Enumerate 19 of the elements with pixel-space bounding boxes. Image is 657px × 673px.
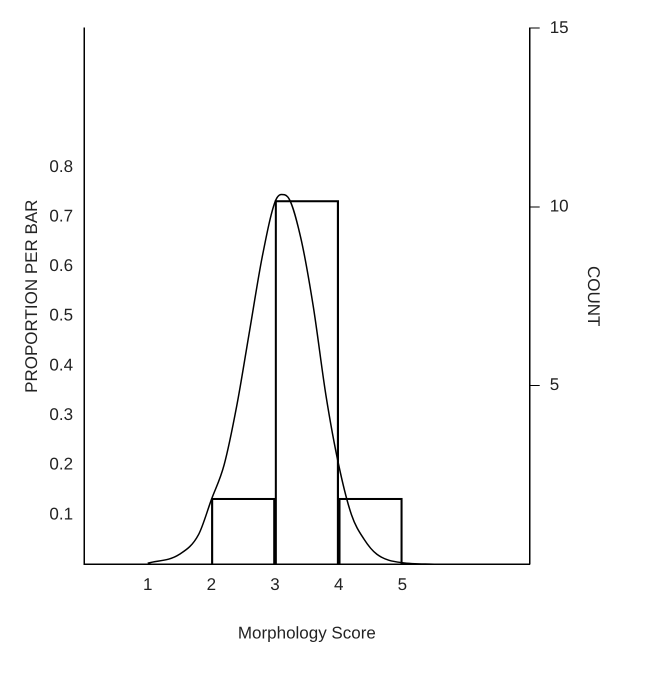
x-tick-label: 3	[270, 575, 280, 594]
y2-tick-label: 5	[550, 375, 560, 394]
y-tick-label: 0.8	[49, 156, 74, 176]
y-tick-label: 0.6	[49, 256, 74, 276]
y-tick-label: 0.1	[49, 504, 74, 524]
x-axis-title: Morphology Score	[238, 623, 376, 642]
x-tick-label: 4	[334, 575, 344, 594]
x-tick-label: 5	[398, 575, 408, 594]
y2-tick-label: 10	[550, 196, 569, 216]
y-axis-title: PROPORTION PER BAR	[22, 200, 41, 393]
y-tick-label: 0.4	[49, 355, 74, 374]
y-tick-label: 0.2	[49, 454, 74, 474]
y-tick-label: 0.3	[49, 405, 74, 424]
y-tick-label: 0.7	[49, 206, 74, 226]
y2-axis-title: COUNT	[584, 266, 604, 326]
y2-tick-label: 15	[550, 18, 569, 37]
x-tick-label: 2	[206, 575, 216, 594]
x-tick-label: 1	[142, 575, 152, 594]
y-tick-label: 0.5	[49, 306, 74, 325]
